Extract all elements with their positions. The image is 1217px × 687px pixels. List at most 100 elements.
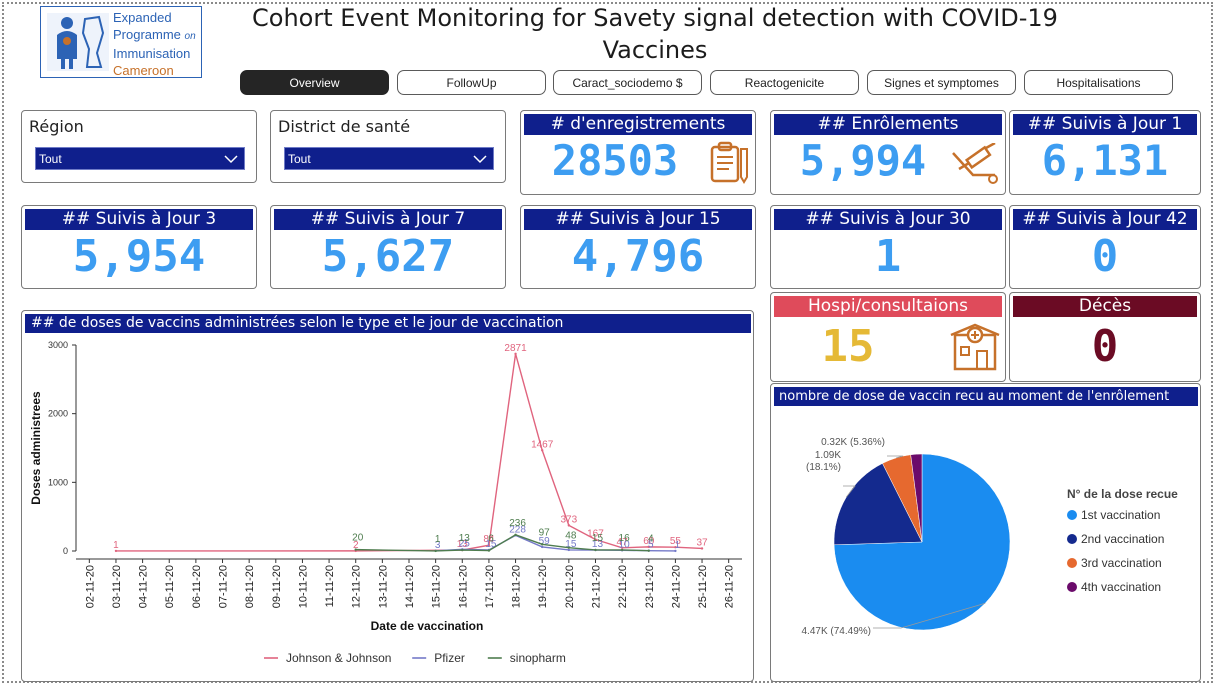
kpi-label: # d'enregistrements [524,114,752,135]
data-point[interactable] [594,538,597,541]
data-label: 1467 [531,439,554,450]
legend-label[interactable]: 3rd vaccination [1081,556,1162,570]
x-tick-label: 26-11-20 [724,565,736,608]
tab-hospitalisations[interactable]: Hospitalisations [1024,70,1173,95]
region-dropdown[interactable]: Tout [35,147,245,170]
data-point[interactable] [434,549,437,553]
y-tick-label: 2000 [48,409,68,419]
tab-signes-symptomes[interactable]: Signes et symptomes [867,70,1016,95]
x-tick-label: 14-11-20 [404,565,416,608]
data-label: 1 [113,540,119,551]
x-tick-label: 15-11-20 [431,565,443,608]
kpi-value: 5,954 [72,231,206,282]
clipboard-icon [710,141,748,184]
line-chart-title: ## de doses de vaccins administrées selo… [25,314,751,333]
chevron-down-icon [224,155,238,164]
pie-data-label: 0.32K (5.36%) [821,437,885,448]
tab-followup[interactable]: FollowUp [397,70,546,95]
x-tick-label: 13-11-20 [377,565,389,608]
y-axis-title: Doses administrees [29,391,43,505]
x-tick-label: 24-11-20 [670,565,682,608]
kpi-suivis-jour-7: ## Suivis à Jour 7 5,627 [270,205,506,289]
data-point[interactable] [700,547,704,550]
region-slicer: Région Tout [21,110,257,183]
data-point[interactable] [620,548,624,552]
data-label: 6 [488,534,494,545]
legend-swatch [1067,534,1077,544]
data-label: 13 [459,533,471,544]
legend-label[interactable]: 1st vaccination [1081,508,1160,522]
syringe-icon [952,143,998,184]
kpi-deces: Décès 0 [1009,292,1201,382]
tab-reactogenicite[interactable]: Reactogenicite [710,70,859,95]
data-point[interactable] [487,544,491,547]
data-label: 373 [560,514,577,525]
x-tick-label: 03-11-20 [111,565,123,608]
x-tick-label: 17-11-20 [484,565,496,608]
series-line-sinopharm[interactable] [355,534,649,552]
data-point[interactable] [647,545,650,549]
x-tick-label: 16-11-20 [457,565,469,608]
kpi-value: 6,131 [1041,136,1169,185]
data-point[interactable] [647,549,650,552]
pie-data-label-pct: (18.1%) [806,462,841,473]
x-tick-label: 10-11-20 [297,565,309,608]
data-label: 13 [457,539,469,550]
data-point[interactable] [594,548,597,552]
pie-slice-4[interactable] [910,453,923,543]
dose-pie-chart[interactable]: 4.47K (74.49%) 1.09K(18.1%) 0.32K (5.36%) N… [771,408,1200,681]
data-label: 55 [670,536,682,547]
data-point[interactable] [514,352,517,356]
data-point[interactable] [541,449,544,452]
data-point[interactable] [354,548,357,551]
data-point[interactable] [541,545,544,549]
data-point[interactable] [461,548,464,552]
data-point[interactable] [674,546,677,549]
legend-label[interactable]: sinopharm [510,651,566,665]
data-label: 84 [483,534,495,545]
data-label: 47 [617,537,629,548]
data-point[interactable] [567,524,571,527]
data-label: 2 [353,540,359,551]
x-tick-label: 19-11-20 [537,565,549,608]
data-point[interactable] [541,543,544,546]
data-point[interactable] [514,533,517,536]
data-point[interactable] [567,548,571,552]
tab-caract-sociodemo[interactable]: Caract_sociodemo $ [553,70,702,95]
y-tick-label: 1000 [48,477,68,487]
x-tick-label: 21-11-20 [590,565,602,608]
district-value: Tout [288,152,311,166]
series-line-johnson-johnson[interactable] [115,353,703,552]
doses-line-chart[interactable]: 0 1000 2000 3000 Doses administrees 02-11-20 0… [22,335,753,681]
district-label: District de santé [278,117,411,136]
x-tick-label: 09-11-20 [271,565,283,608]
y-tick-label: 3000 [48,340,68,350]
legend-label[interactable]: Johnson & Johnson [286,651,391,665]
kpi-suivis-jour-1: ## Suivis à Jour 1 6,131 [1009,110,1201,195]
x-tick-label: 12-11-20 [351,565,363,608]
data-label: 1 [435,534,441,545]
kpi-suivis-jour-30: ## Suivis à Jour 30 1 [770,205,1006,289]
data-point[interactable] [620,546,624,549]
data-point[interactable] [567,546,571,549]
legend-label[interactable]: Pfizer [434,651,465,665]
legend-label[interactable]: 2nd vaccination [1081,532,1164,546]
data-label: 2871 [504,343,527,354]
legend-label[interactable]: 4th vaccination [1081,580,1161,594]
data-point[interactable] [674,549,677,553]
kpi-value: 5,627 [321,231,455,282]
kpi-value: 0 [1091,231,1119,282]
logo-line-2: Programme [113,27,181,42]
page-title: Cohort Event Monitoring for Savety signa… [252,4,1058,64]
tab-overview[interactable]: Overview [240,70,389,95]
logo-line-4: Cameroon [113,63,174,78]
kpi-label: Hospi/consultaions [774,296,1002,317]
district-slicer: District de santé Tout [270,110,506,183]
x-tick-label: 20-11-20 [564,565,576,608]
district-dropdown[interactable]: Tout [284,147,494,170]
pie-data-label: 1.09K [815,450,841,461]
data-point[interactable] [114,549,118,553]
pie-chart-title: nombre de dose de vaccin recu au moment … [774,387,1198,406]
data-point[interactable] [487,549,491,552]
